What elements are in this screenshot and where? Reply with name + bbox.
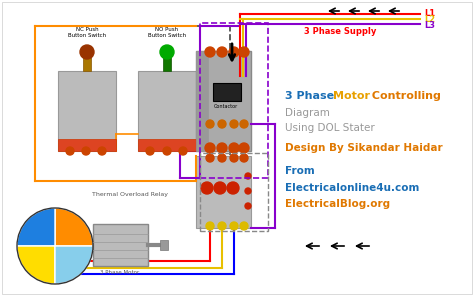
Circle shape (218, 154, 226, 162)
Text: L2: L2 (424, 15, 435, 23)
Circle shape (229, 47, 239, 57)
Circle shape (230, 120, 238, 128)
Text: Motor: Motor (333, 91, 370, 101)
Text: Diagram: Diagram (285, 108, 330, 118)
Bar (138, 139, 196, 151)
Text: 3 Phase Motor: 3 Phase Motor (100, 270, 140, 275)
Wedge shape (17, 208, 55, 246)
Circle shape (98, 147, 106, 155)
Circle shape (214, 182, 226, 194)
Bar (213, 83, 241, 101)
Text: NO Push
Button Switch: NO Push Button Switch (148, 27, 186, 38)
Circle shape (227, 182, 239, 194)
Bar (200, 153, 268, 231)
Circle shape (205, 143, 215, 153)
Bar (83, 53, 91, 71)
Circle shape (66, 147, 74, 155)
Circle shape (229, 143, 239, 153)
Text: ElectricalBlog.org: ElectricalBlog.org (285, 199, 390, 209)
Circle shape (160, 45, 174, 59)
Wedge shape (55, 208, 93, 246)
Circle shape (240, 222, 248, 230)
Text: Controlling: Controlling (368, 91, 441, 101)
Circle shape (240, 154, 248, 162)
Bar (58, 139, 116, 151)
Text: 3 Phase: 3 Phase (285, 91, 338, 101)
Circle shape (205, 47, 215, 57)
Circle shape (206, 120, 214, 128)
Text: Contactor: Contactor (214, 104, 238, 109)
Text: L3: L3 (424, 20, 435, 30)
Text: From: From (285, 166, 315, 176)
Text: Design By Sikandar Haidar: Design By Sikandar Haidar (285, 143, 443, 153)
Circle shape (206, 154, 214, 162)
Bar (93, 224, 148, 266)
Bar (196, 51, 251, 151)
Bar (196, 51, 208, 151)
Text: Thermal Overload Relay: Thermal Overload Relay (92, 192, 168, 197)
Circle shape (230, 222, 238, 230)
Circle shape (163, 147, 171, 155)
Circle shape (240, 120, 248, 128)
Bar (160, 240, 168, 250)
Circle shape (82, 147, 90, 155)
Wedge shape (17, 246, 55, 284)
Circle shape (245, 173, 251, 179)
Circle shape (146, 147, 154, 155)
Bar (58, 71, 116, 151)
Text: Electricalonline4u.com: Electricalonline4u.com (285, 183, 419, 193)
Text: Using DOL Stater: Using DOL Stater (285, 123, 375, 133)
Bar (200, 23, 268, 178)
Circle shape (206, 222, 214, 230)
Circle shape (217, 143, 227, 153)
Circle shape (179, 147, 187, 155)
Text: 3 Phase Supply: 3 Phase Supply (304, 27, 376, 36)
Circle shape (218, 120, 226, 128)
Circle shape (245, 203, 251, 209)
Circle shape (230, 154, 238, 162)
Bar (138, 71, 196, 151)
Circle shape (218, 222, 226, 230)
Text: NC Push
Button Switch: NC Push Button Switch (68, 27, 106, 38)
Circle shape (217, 47, 227, 57)
Circle shape (245, 188, 251, 194)
Text: L1: L1 (424, 9, 435, 17)
Bar (35, 26, 230, 181)
Circle shape (201, 182, 213, 194)
Circle shape (239, 47, 249, 57)
Bar (163, 53, 171, 71)
Wedge shape (55, 246, 93, 284)
Bar (196, 156, 251, 228)
Circle shape (239, 143, 249, 153)
Circle shape (80, 45, 94, 59)
